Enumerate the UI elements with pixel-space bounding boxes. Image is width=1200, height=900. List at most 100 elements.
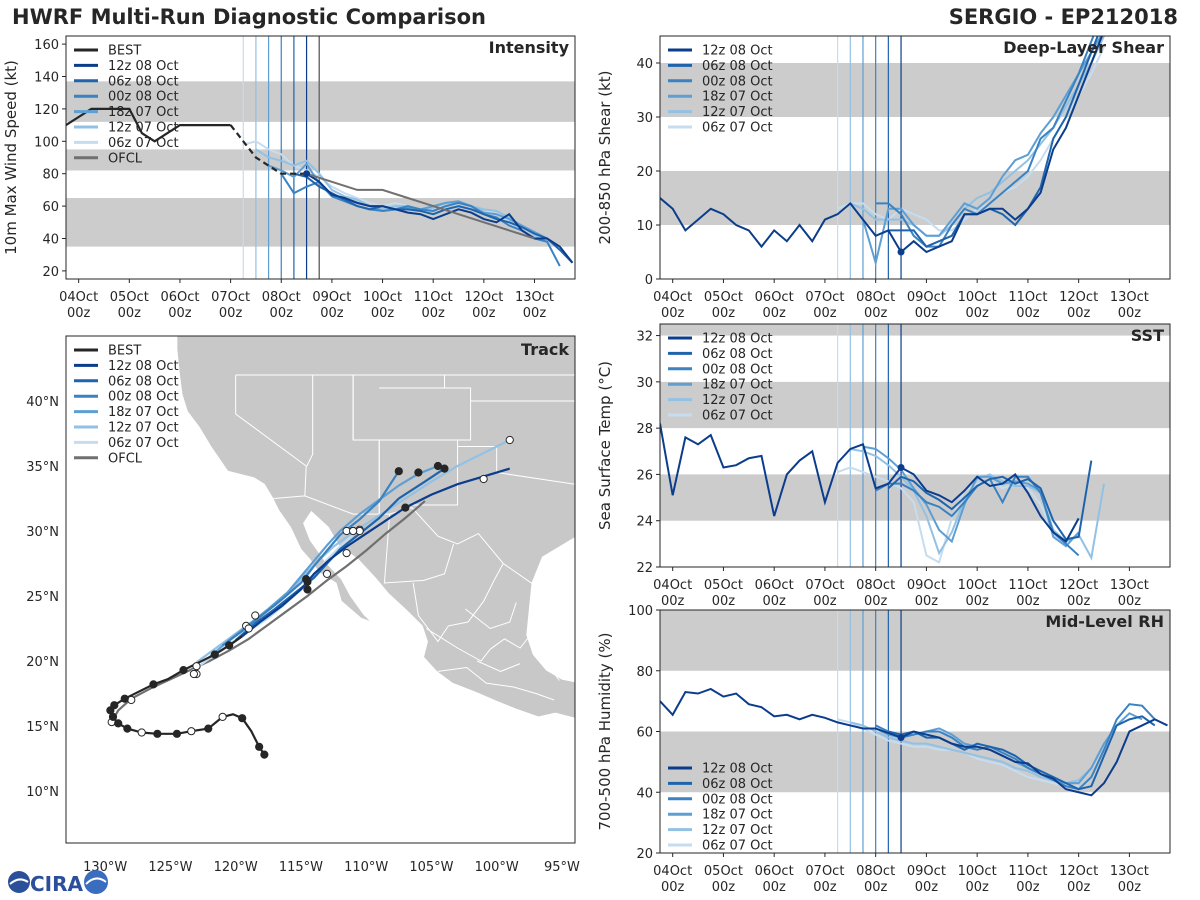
rh-y-tick-label: 100 bbox=[628, 604, 653, 619]
rh-y-axis-label: 700-500 hPa Humidity (%) bbox=[596, 632, 614, 830]
intensity-plot-area bbox=[66, 36, 575, 279]
rh-series-line bbox=[888, 715, 1156, 791]
boundary-line bbox=[476, 660, 521, 672]
rh-x-tick-label: 00z bbox=[965, 880, 989, 895]
rh-y-tick-label: 80 bbox=[636, 665, 653, 680]
shear-legend-label: 06z 07 Oct bbox=[702, 121, 773, 136]
sst-y-tick-label: 28 bbox=[636, 422, 653, 437]
track-position-marker bbox=[225, 641, 234, 650]
colorado-state-seal-icon bbox=[84, 870, 108, 894]
track-y-tick-label: 25°N bbox=[26, 590, 59, 605]
boundary-line bbox=[235, 375, 307, 467]
sst-x-tick-label: 07Oct bbox=[805, 578, 844, 593]
shear-x-tick-label: 09Oct bbox=[907, 290, 946, 305]
cira-logo: CIRA bbox=[8, 870, 108, 896]
sst-x-tick-label: 10Oct bbox=[958, 578, 997, 593]
rh-x-tick-label: 00z bbox=[1016, 880, 1040, 895]
shear-x-tick-label: 13Oct bbox=[1110, 290, 1149, 305]
shear-legend-label: 18z 07 Oct bbox=[702, 90, 773, 105]
sst-x-tick-label: 00z bbox=[813, 594, 837, 609]
sst-x-tick-label: 00z bbox=[1118, 594, 1142, 609]
intensity-y-tick-label: 140 bbox=[34, 71, 59, 86]
shear-x-tick-label: 00z bbox=[1118, 306, 1142, 321]
shear-x-tick-label: 00z bbox=[965, 306, 989, 321]
sst-legend-label: 06z 07 Oct bbox=[702, 409, 773, 424]
track-y-tick-label: 30°N bbox=[26, 525, 59, 540]
track-legend-label: BEST bbox=[108, 344, 141, 359]
shear-x-tick-label: 00z bbox=[661, 306, 685, 321]
track-position-marker bbox=[120, 694, 129, 703]
shear-legend-label: 12z 08 Oct bbox=[702, 44, 773, 59]
rh-legend-label: 12z 08 Oct bbox=[702, 762, 773, 777]
intensity-analysis-marker bbox=[303, 170, 311, 178]
track-position-marker bbox=[204, 724, 213, 733]
rh-panel-title: Mid-Level RH bbox=[1045, 612, 1164, 631]
intensity-panel-title: Intensity bbox=[489, 38, 570, 57]
shear-x-tick-label: 00z bbox=[712, 306, 736, 321]
shear-x-tick-label: 00z bbox=[915, 306, 939, 321]
rh-y-tick-label: 40 bbox=[636, 786, 653, 801]
shear-series-line bbox=[888, 36, 1099, 248]
track-position-marker bbox=[414, 468, 423, 477]
rh-x-tick-label: 00z bbox=[813, 880, 837, 895]
shear-series-line bbox=[849, 36, 1105, 237]
track-legend-label: 06z 07 Oct bbox=[108, 436, 179, 451]
shear-x-tick-label: 06Oct bbox=[755, 290, 794, 305]
track-panel: 130°W 125°W 120°W 115°W 110°W 105°W 100°W 95°W1… bbox=[26, 335, 580, 875]
sst-frame bbox=[659, 323, 1171, 568]
track-position-marker bbox=[187, 727, 196, 736]
shear-x-tick-label: 12Oct bbox=[1059, 290, 1098, 305]
boundary-line bbox=[465, 602, 517, 630]
sst-plot-area bbox=[660, 324, 1170, 567]
sst-y-tick-label: 24 bbox=[636, 515, 653, 530]
track-position-marker bbox=[210, 650, 219, 659]
track-panel-title: Track bbox=[521, 340, 569, 359]
intensity-x-tick-label: 00z bbox=[320, 306, 344, 321]
track-position-marker bbox=[479, 474, 488, 484]
intensity-legend-label: 00z 08 Oct bbox=[108, 90, 179, 105]
track-line bbox=[110, 500, 426, 723]
intensity-x-tick-label: 00z bbox=[523, 306, 547, 321]
track-position-marker bbox=[127, 695, 136, 705]
rh-x-tick-label: 00z bbox=[762, 880, 786, 895]
intensity-series-line bbox=[255, 148, 548, 243]
sst-y-tick-label: 30 bbox=[636, 376, 653, 391]
intensity-legend-label: BEST bbox=[108, 44, 141, 59]
shear-x-tick-label: 00z bbox=[762, 306, 786, 321]
storm-name-title: SERGIO - EP212018 bbox=[948, 5, 1178, 29]
shear-y-tick-label: 20 bbox=[636, 165, 653, 180]
sst-panel-title: SST bbox=[1131, 326, 1164, 345]
sst-x-tick-label: 00z bbox=[712, 594, 736, 609]
sst-legend-label: 12z 07 Oct bbox=[702, 393, 773, 408]
rh-series-line bbox=[660, 687, 1168, 797]
intensity-series-line bbox=[306, 172, 574, 264]
intensity-x-tick-label: 04Oct bbox=[59, 290, 98, 305]
intensity-x-tick-label: 09Oct bbox=[312, 290, 351, 305]
track-line bbox=[109, 635, 266, 756]
rh-legend-label: 18z 07 Oct bbox=[702, 808, 773, 823]
track-x-tick-label: 110°W bbox=[344, 860, 388, 875]
intensity-legend-label: 06z 08 Oct bbox=[108, 74, 179, 89]
shear-y-tick-label: 0 bbox=[645, 273, 653, 288]
sst-series-line bbox=[837, 466, 1067, 564]
track-position-marker bbox=[189, 669, 199, 679]
rh-shaded-band bbox=[660, 610, 1170, 671]
rh-x-tick-label: 05Oct bbox=[704, 864, 743, 879]
intensity-series-line bbox=[66, 107, 231, 143]
intensity-legend-label: 12z 08 Oct bbox=[108, 59, 179, 74]
track-legend-label: 12z 08 Oct bbox=[108, 359, 179, 374]
rh-panel: 2040608010004Oct00z05Oct00z06Oct00z07Oct… bbox=[596, 604, 1171, 895]
intensity-x-tick-label: 12Oct bbox=[464, 290, 503, 305]
boundary-line bbox=[410, 440, 459, 506]
track-map-area bbox=[106, 336, 575, 759]
track-position-marker bbox=[123, 724, 132, 733]
shear-x-tick-label: 07Oct bbox=[805, 290, 844, 305]
shear-y-tick-label: 30 bbox=[636, 111, 653, 126]
shear-legend-label: 12z 07 Oct bbox=[702, 105, 773, 120]
shear-y-tick-label: 40 bbox=[636, 57, 653, 72]
shear-x-tick-label: 08Oct bbox=[856, 290, 895, 305]
track-position-marker bbox=[238, 714, 247, 723]
